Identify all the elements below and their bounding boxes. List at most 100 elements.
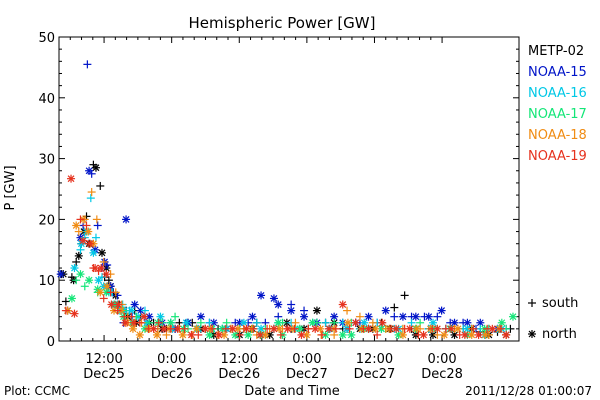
data-point-south bbox=[318, 330, 327, 339]
x-tick-date: Dec27 bbox=[354, 367, 396, 382]
data-point-south bbox=[140, 306, 149, 315]
data-point-north bbox=[447, 324, 456, 333]
data-point-north bbox=[433, 324, 442, 333]
data-point-south bbox=[166, 324, 175, 333]
data-point-north bbox=[140, 312, 149, 321]
data-point-north bbox=[295, 324, 304, 333]
data-point-north bbox=[128, 324, 137, 333]
data-point-south bbox=[83, 60, 92, 69]
data-point-north bbox=[269, 294, 278, 303]
data-point-north bbox=[67, 294, 76, 303]
x-tick-time: 12:00 bbox=[221, 352, 258, 367]
data-point-south bbox=[304, 324, 313, 333]
data-point-south bbox=[154, 318, 163, 327]
data-point-south bbox=[433, 312, 442, 321]
data-point-north bbox=[187, 330, 196, 339]
legend: METP-02 NOAA-15 NOAA-16 NOAA-17 NOAA-18 NOAA-… bbox=[528, 44, 587, 164]
y-axis: 0 10 20 30 40 50 bbox=[38, 31, 519, 350]
legend-entry: METP-02 bbox=[528, 44, 584, 59]
data-point-south bbox=[194, 330, 203, 339]
data-point-south bbox=[96, 181, 105, 190]
data-point-north bbox=[324, 324, 333, 333]
data-point-south bbox=[86, 194, 95, 203]
legend-entry: NOAA-15 bbox=[528, 65, 587, 80]
data-point-south bbox=[222, 318, 231, 327]
data-point-south bbox=[373, 330, 382, 339]
x-tick-date: Dec26 bbox=[218, 367, 260, 382]
data-point-south bbox=[171, 312, 180, 321]
data-point-north bbox=[405, 324, 414, 333]
data-point-south bbox=[390, 303, 399, 312]
chart-title: Hemispheric Power [GW] bbox=[189, 14, 376, 32]
data-point-south bbox=[99, 294, 108, 303]
data-point-south bbox=[252, 318, 261, 327]
x-tick-time: 0:00 bbox=[157, 352, 186, 367]
y-tick-label: 20 bbox=[38, 213, 55, 228]
data-point-north bbox=[351, 318, 360, 327]
data-point-north bbox=[91, 163, 100, 172]
x-tick-date: Dec25 bbox=[83, 367, 125, 382]
data-point-south bbox=[76, 215, 85, 224]
data-point-north bbox=[70, 309, 79, 318]
data-point-south bbox=[208, 324, 217, 333]
data-point-north bbox=[497, 318, 506, 327]
x-axis-title: Date and Time bbox=[244, 384, 340, 399]
timestamp: 2011/12/28 01:00:07 bbox=[465, 384, 592, 398]
marker-legend-label: south bbox=[542, 296, 578, 311]
data-point-south bbox=[80, 282, 89, 291]
plot-frame bbox=[58, 36, 520, 342]
data-point-north bbox=[97, 248, 106, 257]
y-axis-title: P [GW] bbox=[3, 165, 18, 210]
data-point-north bbox=[488, 324, 497, 333]
data-point-north bbox=[371, 324, 380, 333]
marker-legend-label: north bbox=[542, 327, 577, 342]
x-tick-time: 0:00 bbox=[427, 352, 456, 367]
plot-credit: Plot: CCMC bbox=[4, 384, 70, 398]
data-point-north bbox=[411, 312, 420, 321]
data-point-south bbox=[120, 312, 129, 321]
data-point-south bbox=[469, 324, 478, 333]
data-point-south bbox=[221, 324, 230, 333]
data-point-south bbox=[407, 318, 416, 327]
data-point-north bbox=[364, 324, 373, 333]
data-point-north bbox=[244, 330, 253, 339]
data-point-north bbox=[343, 318, 352, 327]
data-point-south bbox=[290, 324, 299, 333]
data-point-south bbox=[61, 306, 70, 315]
data-point-north bbox=[248, 312, 257, 321]
data-point-south bbox=[93, 221, 102, 230]
data-point-north bbox=[228, 324, 237, 333]
x-tick-date: Dec26 bbox=[151, 367, 193, 382]
data-point-north bbox=[242, 324, 251, 333]
data-point-north bbox=[440, 330, 449, 339]
data-point-north bbox=[149, 324, 158, 333]
data-point-north bbox=[94, 276, 103, 285]
y-tick-label: 40 bbox=[38, 92, 55, 107]
data-point-north bbox=[378, 318, 387, 327]
data-point-north bbox=[460, 330, 469, 339]
y-tick-label: 10 bbox=[38, 274, 55, 289]
data-point-south bbox=[345, 324, 354, 333]
data-point-south bbox=[321, 318, 330, 327]
marker-legend: south north bbox=[528, 296, 578, 342]
data-point-north bbox=[338, 300, 347, 309]
data-point-south bbox=[61, 297, 70, 306]
data-point-north bbox=[398, 330, 407, 339]
data-point-north bbox=[453, 324, 462, 333]
data-point-north bbox=[287, 306, 296, 315]
x-axis: 12:00Dec250:00Dec2612:00Dec260:00Dec2712… bbox=[69, 37, 463, 382]
x-tick-time: 0:00 bbox=[292, 352, 321, 367]
data-point-north bbox=[214, 330, 223, 339]
data-point-north bbox=[85, 276, 94, 285]
data-point-north bbox=[135, 330, 144, 339]
data-point-south bbox=[331, 324, 340, 333]
data-point-south bbox=[196, 318, 205, 327]
data-point-south bbox=[87, 188, 96, 197]
data-point-south bbox=[180, 324, 189, 333]
data-point-north bbox=[300, 312, 309, 321]
data-point-north bbox=[283, 324, 292, 333]
data-point-north bbox=[79, 236, 88, 245]
data-point-north bbox=[129, 318, 138, 327]
data-point-south bbox=[400, 291, 409, 300]
